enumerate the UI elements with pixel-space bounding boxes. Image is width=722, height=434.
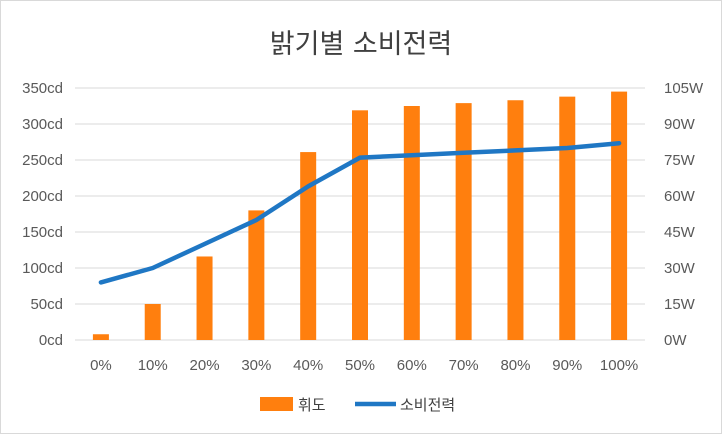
bar: [559, 96, 576, 340]
chart-title: 밝기별 소비전력: [269, 29, 453, 60]
y-left-tick-label: 150cd: [22, 224, 63, 241]
x-tick-label: 60%: [397, 357, 427, 374]
y-right-tick-label: 75W: [664, 152, 696, 169]
bar-series: [92, 91, 628, 341]
bar: [196, 256, 213, 340]
bar: [352, 110, 368, 340]
legend: 휘도 소비전력: [260, 396, 455, 414]
y-right-tick-label: 90W: [664, 116, 696, 133]
y-right-tick-label: 105W: [664, 80, 704, 97]
legend-label-line: 소비전력: [400, 396, 455, 414]
bar: [300, 152, 317, 340]
bar: [144, 304, 161, 340]
x-tick-label: 10%: [138, 357, 168, 374]
bar: [248, 210, 265, 340]
y-left-tick-label: 300cd: [22, 116, 63, 133]
x-tick-label: 70%: [449, 357, 479, 374]
legend-swatch-bar: [260, 397, 293, 411]
x-tick-label: 80%: [500, 357, 530, 374]
axis-labels: 0cd 0W 50cd 15W 100cd 30W 150cd 45W 200cd 60W 250c…: [22, 80, 704, 374]
x-tick-label: 90%: [552, 357, 582, 374]
bar: [92, 334, 109, 340]
x-tick-label: 100%: [600, 357, 638, 374]
y-left-tick-label: 0cd: [39, 332, 63, 349]
y-right-tick-label: 0W: [664, 332, 687, 349]
line-series: [98, 140, 622, 285]
y-left-tick-label: 100cd: [22, 260, 63, 277]
x-tick-label: 20%: [190, 357, 220, 374]
y-left-tick-label: 200cd: [22, 188, 63, 205]
legend-label-bar: 휘도: [298, 396, 326, 414]
y-right-tick-label: 30W: [664, 260, 696, 277]
x-tick-label: 0%: [90, 357, 112, 374]
x-tick-label: 30%: [241, 357, 271, 374]
x-tick-label: 40%: [293, 357, 323, 374]
y-right-tick-label: 60W: [664, 188, 696, 205]
bar: [507, 100, 524, 341]
bar: [455, 103, 472, 341]
bar: [611, 91, 628, 340]
y-right-tick-label: 45W: [664, 224, 696, 241]
y-left-tick-label: 250cd: [22, 152, 63, 169]
y-left-tick-label: 350cd: [22, 80, 63, 97]
y-right-tick-label: 15W: [664, 296, 696, 313]
x-tick-label: 50%: [345, 357, 375, 374]
bar: [403, 106, 420, 340]
y-left-tick-label: 50cd: [30, 296, 63, 313]
